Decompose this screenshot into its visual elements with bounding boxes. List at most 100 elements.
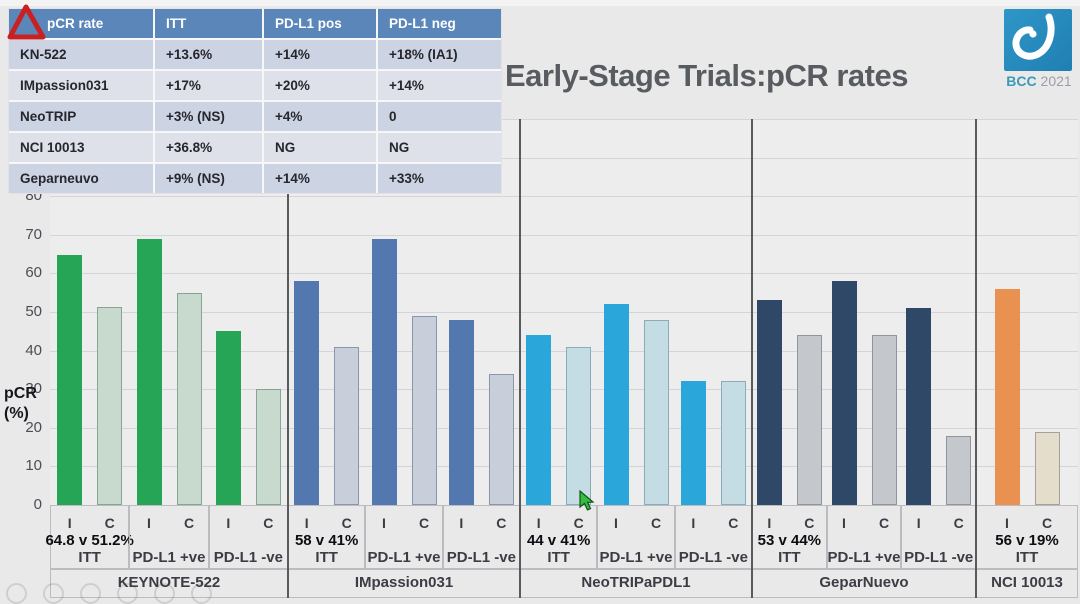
- bar-control-PD-L1 -ve: [488, 373, 514, 505]
- bar-letter-control: C: [183, 515, 195, 531]
- table-cell: +36.8%: [155, 133, 262, 162]
- comparison-note: 56 v 19%: [995, 532, 1059, 549]
- player-button-icon[interactable]: [43, 583, 64, 604]
- y-tick-label: 50: [25, 303, 42, 320]
- bar-immuno-PD-L1 +ve: [603, 304, 629, 505]
- player-button-icon[interactable]: [80, 583, 101, 604]
- y-tick-label: 0: [33, 496, 42, 513]
- subgroup-label: ITT: [1015, 549, 1039, 566]
- table-cell: NG: [378, 133, 501, 162]
- gridline: [50, 427, 1078, 429]
- subgroup-label: ITT: [547, 549, 570, 566]
- bar-letter-immuno: I: [691, 515, 696, 531]
- bar-letter-immuno: I: [382, 515, 386, 531]
- bar-letter-immuno: I: [147, 515, 151, 531]
- table-cell: +4%: [264, 102, 376, 131]
- bcc-logo: BCC 2021: [1004, 9, 1074, 89]
- table-cell: +14%: [264, 164, 376, 193]
- bar-immuno-ITT: [57, 254, 83, 505]
- bar-letter-control: C: [263, 515, 274, 531]
- subgroup-label: PD-L1 -ve: [678, 549, 748, 566]
- group-divider-line: [751, 119, 753, 598]
- subgroup-label-cell: [129, 505, 209, 569]
- subgroup-label: PD-L1 +ve: [827, 549, 901, 566]
- player-button-icon[interactable]: [117, 583, 138, 604]
- bar-control-ITT: [566, 346, 592, 505]
- trial-label: GeparNuevo: [819, 574, 909, 591]
- bar-letter-control: C: [573, 515, 584, 531]
- trial-label: NCI 10013: [991, 574, 1063, 591]
- y-axis-title-line1: pCR: [4, 385, 37, 402]
- bar-letter-control: C: [104, 515, 115, 531]
- bar-control-ITT: [97, 307, 123, 505]
- subgroup-label-cell: [365, 505, 443, 569]
- bar-control-PD-L1 -ve: [946, 435, 972, 505]
- table-cell: 0: [378, 102, 501, 131]
- page-title: Early-Stage Trials:pCR rates: [505, 58, 908, 93]
- table-row-name: IMpassion031: [9, 71, 153, 100]
- y-tick-label: 40: [25, 341, 42, 359]
- bar-control-PD-L1 +ve: [871, 335, 897, 505]
- bcc-logo-year: 2021: [1040, 73, 1072, 89]
- bar-letter-immuno: I: [304, 515, 309, 531]
- table-row-name: NCI 10013: [9, 133, 153, 162]
- comparison-note: 53 v 44%: [757, 532, 822, 549]
- gridline: [50, 196, 1078, 198]
- video-controls-ghost: [6, 583, 212, 604]
- table-header-pdl1-neg: PD-L1 neg: [378, 9, 501, 38]
- bar-letter-control: C: [953, 515, 964, 531]
- table-cell: +14%: [264, 40, 376, 69]
- table-cell: +18% (IA1): [378, 40, 501, 69]
- player-button-icon[interactable]: [191, 583, 212, 604]
- bar-letter-immuno: I: [916, 515, 921, 531]
- subgroup-label: ITT: [315, 549, 338, 566]
- table-cell: +9% (NS): [155, 164, 262, 193]
- subgroup-label: PD-L1 +ve: [599, 549, 673, 566]
- bar-immuno-PD-L1 -ve: [680, 381, 706, 505]
- comparison-note: 44 v 41%: [526, 532, 591, 549]
- bar-control-PD-L1 +ve: [411, 315, 437, 505]
- table-header-pdl1-pos: PD-L1 pos: [264, 9, 376, 38]
- warning-triangle-icon: [7, 4, 46, 40]
- table-cell: +3% (NS): [155, 102, 262, 131]
- bar-control-PD-L1 -ve: [720, 381, 746, 505]
- player-button-icon[interactable]: [6, 583, 27, 604]
- bar-immuno-PD-L1 -ve: [906, 308, 932, 505]
- subgroup-label-cell: [50, 505, 130, 569]
- subgroup-label: PD-L1 +ve: [132, 549, 206, 566]
- gridline: [50, 350, 1078, 352]
- bar-letter-immuno: I: [1005, 515, 1009, 531]
- bar-immuno-ITT: [526, 335, 552, 505]
- table-cell: +20%: [264, 71, 376, 100]
- bar-immuno-PD-L1 +ve: [371, 238, 397, 505]
- bcc-logo-icon: [1004, 9, 1072, 71]
- bar-letter-control: C: [650, 515, 662, 531]
- gridline: [50, 234, 1078, 236]
- bar-letter-immuno: I: [614, 515, 618, 531]
- mouse-cursor-icon: [579, 490, 595, 511]
- table-row-name: NeoTRIP: [9, 102, 153, 131]
- gridline: [50, 119, 1078, 120]
- bar-letter-control: C: [878, 515, 890, 531]
- bar-letter-control: C: [496, 515, 507, 531]
- subgroup-label: PD-L1 -ve: [213, 549, 283, 566]
- y-tick-label: 20: [25, 418, 42, 436]
- bar-control-ITT: [1034, 431, 1060, 505]
- y-tick-label: 10: [25, 457, 42, 475]
- trial-label: IMpassion031: [354, 574, 454, 591]
- group-divider-line: [975, 119, 977, 598]
- trial-label: NeoTRIPaPDL1: [581, 574, 691, 591]
- bar-letter-control: C: [341, 515, 352, 531]
- bar-immuno-PD-L1 +ve: [136, 238, 162, 505]
- bar-immuno-PD-L1 -ve: [215, 331, 241, 505]
- subgroup-label: PD-L1 +ve: [367, 549, 441, 566]
- subgroup-label: PD-L1 -ve: [446, 549, 516, 566]
- bar-letter-control: C: [728, 515, 739, 531]
- bar-immuno-ITT: [994, 288, 1020, 505]
- player-button-icon[interactable]: [154, 583, 175, 604]
- subgroup-label-cell: [826, 505, 902, 569]
- bar-letter-control: C: [1041, 515, 1053, 531]
- y-axis-title: pCR (%): [4, 384, 50, 424]
- comparison-note: 58 v 41%: [294, 532, 359, 549]
- table-row-name: KN-522: [9, 40, 153, 69]
